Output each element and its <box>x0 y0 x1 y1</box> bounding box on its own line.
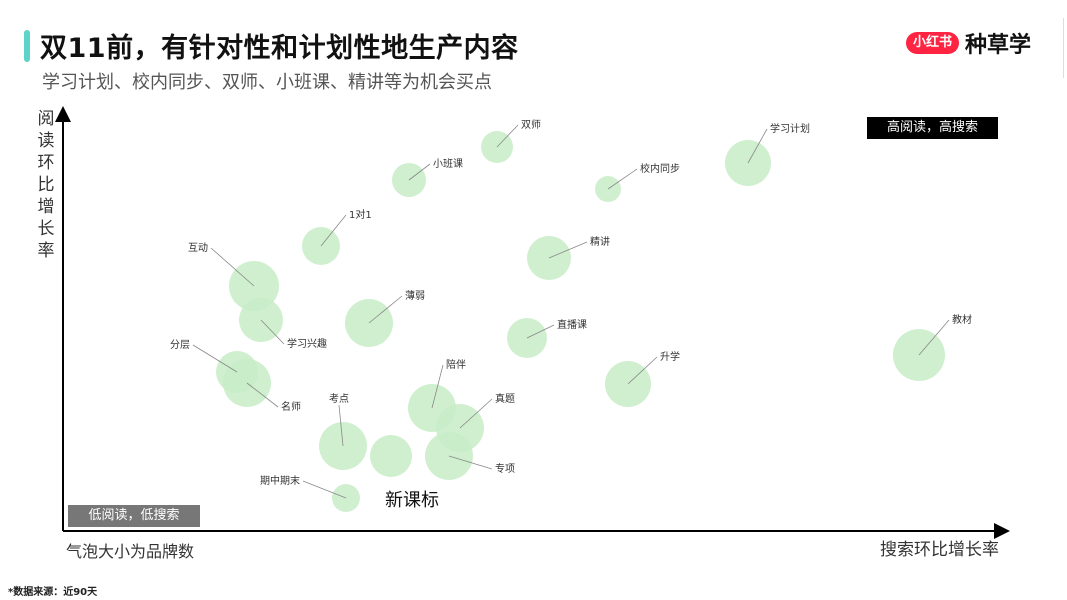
leader-line-6 <box>210 247 255 287</box>
quadrant-label-low: 低阅读，低搜索 <box>68 505 200 527</box>
bubble-label-19: 期中期末 <box>260 474 300 487</box>
leader-line-12 <box>246 382 279 408</box>
leader-line-11 <box>192 344 238 373</box>
divider <box>1063 18 1064 78</box>
bubble-label-3: 校内同步 <box>640 162 680 175</box>
page-title: 双11前，有针对性和计划性地生产内容 <box>40 33 519 64</box>
leader-line-2 <box>408 163 431 181</box>
bubble-label-9: 直播课 <box>557 318 587 331</box>
bubble-label-13: 升学 <box>660 350 680 363</box>
bubble-label-5: 精讲 <box>590 235 610 248</box>
bubble-label-16: 考点 <box>329 393 349 405</box>
title-accent-bar <box>24 30 30 62</box>
bubble-label-4: 1对1 <box>349 208 372 221</box>
leader-line-4 <box>320 214 347 247</box>
leader-line-5 <box>548 241 588 259</box>
leader-line-19 <box>302 480 347 499</box>
leader-line-18 <box>448 455 493 470</box>
y-axis-label: 阅读环比增长率 <box>37 109 55 261</box>
logo-text: 种草学 <box>965 33 1032 58</box>
brand-logo: 小红书 种草学 <box>906 28 1031 58</box>
leader-line-13 <box>627 356 658 385</box>
data-source-footnote: *数据来源：近90天 <box>8 587 98 598</box>
leader-line-1 <box>747 128 768 164</box>
leader-line-3 <box>607 168 638 190</box>
quadrant-label-high: 高阅读，高搜索 <box>867 117 998 139</box>
bubble-label-11: 分层 <box>170 339 190 351</box>
leader-line-8 <box>368 295 403 324</box>
bubble-label-7: 学习兴趣 <box>287 337 327 350</box>
bubble-size-note: 气泡大小为品牌数 <box>66 542 195 561</box>
bubble-label-17: 新课标 <box>385 490 439 511</box>
bubble-label-8: 薄弱 <box>405 289 425 302</box>
leader-line-16 <box>338 404 344 447</box>
leader-line-15 <box>459 398 493 429</box>
leader-line-7 <box>260 319 285 345</box>
bubble-label-10: 教材 <box>952 313 972 326</box>
leader-lines-layer <box>192 124 950 499</box>
bubble-label-6: 互动 <box>188 242 208 254</box>
bubble-label-0: 双师 <box>521 118 541 131</box>
leader-line-0 <box>496 124 519 148</box>
leader-line-14 <box>431 364 444 409</box>
bubble-label-14: 陪伴 <box>446 358 466 371</box>
bubble-label-15: 真题 <box>495 392 515 405</box>
leader-line-9 <box>526 324 555 339</box>
bubble-17 <box>370 435 412 477</box>
bubble-label-2: 小班课 <box>433 158 463 170</box>
bubble-label-18: 专项 <box>495 462 515 475</box>
bubble-label-12: 名师 <box>281 400 301 413</box>
x-axis-label: 搜索环比增长率 <box>880 540 999 560</box>
xiaohongshu-logo-badge: 小红书 <box>906 32 960 54</box>
bubble-label-1: 学习计划 <box>770 122 810 135</box>
page-subtitle: 学习计划、校内同步、双师、小班课、精讲等为机会买点 <box>42 72 492 93</box>
leader-line-10 <box>918 319 950 356</box>
